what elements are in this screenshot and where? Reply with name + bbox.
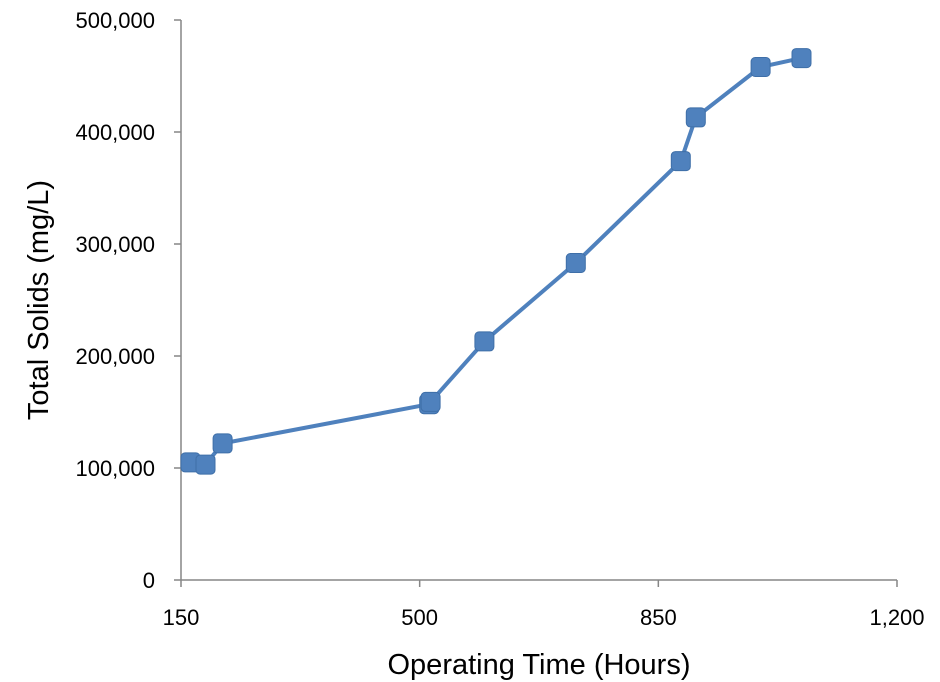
y-tick-label: 300,000 [75,232,155,257]
y-tick-label: 100,000 [75,456,155,481]
axes [180,20,897,581]
y-axis-ticks: 0 100,000 200,000 300,000 400,000 500,000 [75,8,181,593]
x-axis-title: Operating Time (Hours) [388,649,691,681]
y-tick-label: 0 [143,568,155,593]
x-tick-label: 150 [163,605,200,630]
data-point-marker [565,253,586,273]
y-tick-label: 200,000 [75,344,155,369]
data-series [180,48,812,475]
data-point-marker [670,151,691,172]
data-point-marker [195,454,216,475]
data-point-marker [474,331,495,352]
data-point-marker [212,433,233,454]
data-point-marker [685,107,706,128]
data-point-marker [791,48,812,69]
y-axis-title: Total Solids (mg/L) [23,180,55,420]
x-tick-label: 850 [640,605,677,630]
series-line [188,56,804,467]
y-tick-label: 400,000 [75,120,155,145]
y-tick-label: 500,000 [75,8,155,33]
x-tick-label: 500 [401,605,438,630]
data-point-marker [420,391,441,412]
x-axis-ticks: 150 500 850 1,200 [163,580,925,630]
data-point-marker [750,57,771,77]
x-tick-label: 1,200 [869,605,924,630]
